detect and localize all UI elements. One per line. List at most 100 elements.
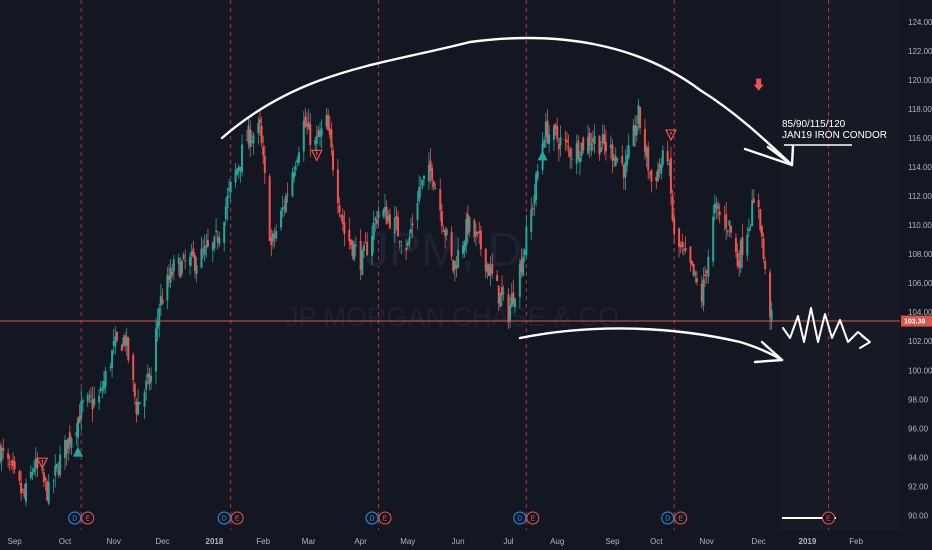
candle-body [351,241,354,257]
candle-body [637,105,640,124]
time-axis[interactable] [0,530,900,550]
candle-body [211,242,214,251]
candle-body [20,483,23,494]
candle-body [679,245,682,248]
candle-body [556,126,559,140]
candle-body [320,128,323,136]
candle-body [161,299,164,304]
candle-body [115,331,118,341]
event-badge-label: E [826,516,831,523]
candle-body [348,230,351,242]
candle-body [751,200,754,227]
signal-markers [36,78,764,470]
candle-body [68,432,71,445]
candle-body [432,181,435,188]
candle-body [340,214,343,217]
candle-body [500,287,503,296]
dividend-badge[interactable] [365,511,379,525]
candle-body [239,166,242,172]
earnings-badge[interactable] [526,511,540,525]
candle-body [193,255,196,271]
candle-body [487,264,490,276]
price-tick-label: 92.00 [908,482,929,491]
candle-body [507,294,510,323]
time-tick-label: Oct [59,537,72,546]
candle-body [135,401,138,415]
candle-body [177,258,180,264]
candle-body [148,374,151,385]
candle-body [557,143,560,150]
candle-body [132,354,135,380]
candle-body [184,260,187,262]
candle-body [466,214,469,234]
candle-body [478,231,481,234]
earnings-badge[interactable] [81,511,95,525]
candle-body [591,138,594,142]
candle-body [330,129,333,148]
dividend-badge[interactable] [68,511,82,525]
candle-body [439,189,442,211]
price-axis[interactable] [900,0,932,550]
candle-body [36,458,39,468]
candle-body [444,229,447,236]
candle-body [622,164,625,178]
candle-body [387,215,390,221]
time-tick-label: Mar [302,537,316,546]
earnings-badge[interactable] [674,511,688,525]
candle-body [63,439,66,458]
candle-body [46,481,49,501]
candle-body [645,148,648,157]
candle-body [533,194,536,204]
candle-body [536,171,539,179]
candle-body [156,320,159,329]
earnings-badge[interactable] [230,511,244,525]
sell-arrow-icon [753,78,764,91]
candle-body [281,207,284,211]
candle-body [689,246,692,263]
candle-body [582,137,585,151]
candle-body [489,266,492,276]
event-badge-label: D [72,516,77,523]
candle-body [496,274,499,281]
candle-body [216,236,219,243]
top-arrow-head [743,144,795,167]
candle-body [332,150,335,171]
candle-body [678,228,681,247]
time-tick-label: Aug [550,537,564,546]
candle-body [190,251,193,257]
price-tick-label: 120.00 [908,76,932,85]
candle-body [192,248,195,257]
price-tick-label: 110.00 [908,221,932,230]
candle-body [81,400,84,403]
candle-body [406,242,409,246]
candle-body [150,375,153,382]
sell-signal-dot [669,132,672,137]
candle-body [260,125,263,143]
candle-body [749,227,752,228]
candle-body [445,229,448,236]
earnings-badge[interactable] [822,511,836,525]
dividend-badge[interactable] [217,511,231,525]
dividend-badge[interactable] [661,511,675,525]
candle-body [762,238,765,259]
candle-body [353,244,356,260]
dividend-badge[interactable] [513,511,527,525]
candles [0,99,773,507]
candle-body [695,278,698,283]
candle-body [465,218,468,246]
earnings-badge[interactable] [378,511,392,525]
candle-body [736,252,739,266]
candle-body [302,120,305,152]
candle-body [237,166,240,171]
future-region [780,0,900,530]
candle-body [616,158,619,161]
candle-body [338,205,341,213]
candle-body [29,471,32,479]
candle-body [455,265,458,269]
candle-body [429,160,432,172]
candle-body [520,259,523,273]
candle-body [726,230,729,232]
